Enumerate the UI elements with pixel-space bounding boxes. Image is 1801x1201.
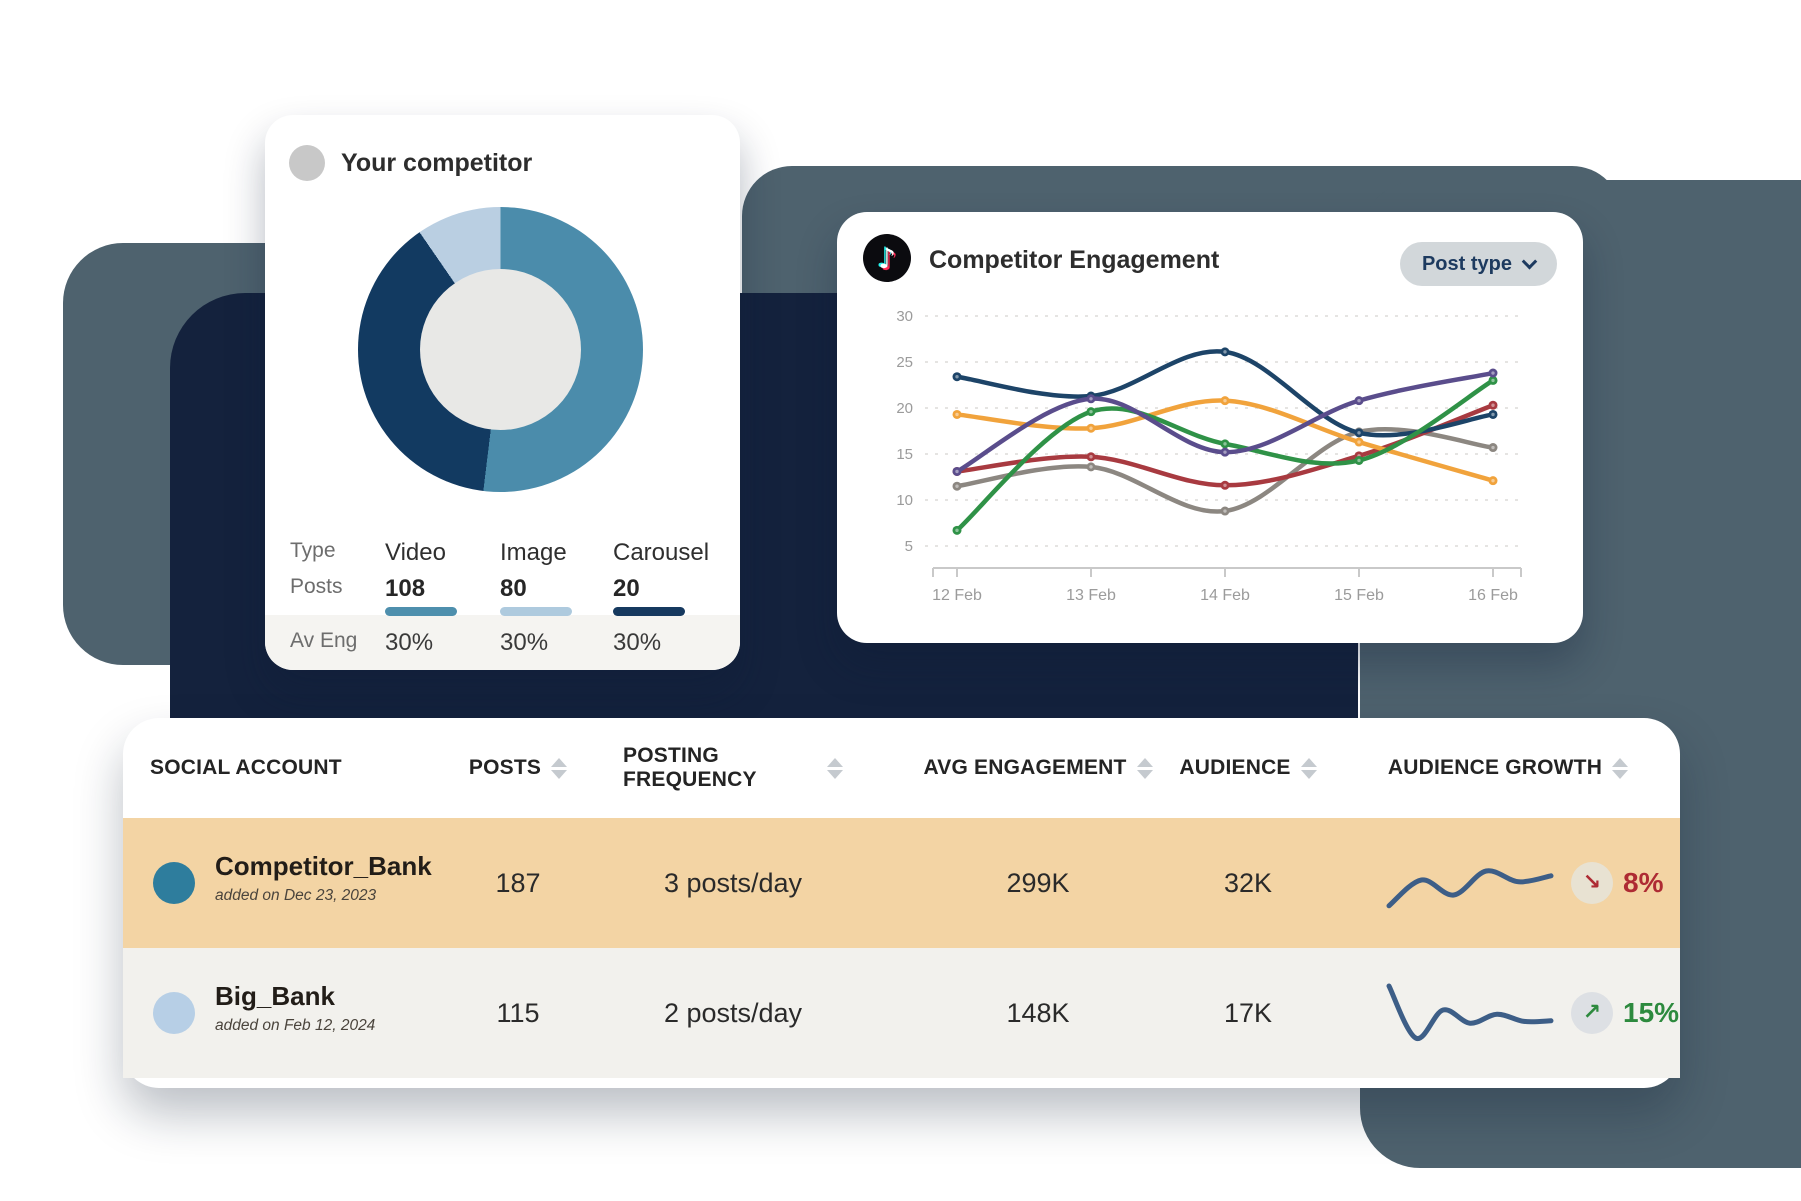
svg-text:13 Feb: 13 Feb [1066, 587, 1116, 604]
cell-posts: 115 [496, 997, 540, 1028]
audience-growth-sparkline [1386, 983, 1554, 1041]
stat-type-carousel: Carousel [613, 539, 710, 566]
stat-aveng-carousel: 30% [613, 629, 662, 656]
growth-direction-badge: ↘ [1571, 862, 1613, 904]
stat-bar-image [500, 607, 572, 616]
audience-growth-sparkline [1386, 868, 1554, 909]
stat-type-image: Image [500, 539, 567, 566]
header-label: AVG ENGAGEMENT [923, 756, 1127, 779]
cell-audience: 32K [1223, 867, 1273, 898]
stat-aveng-image: 30% [500, 629, 549, 656]
cell-posting-frequency: 2 posts/day [663, 997, 803, 1028]
arrow-down-right-icon: ↘ [1582, 870, 1602, 895]
column-header-social-account: SOCIAL ACCOUNT [150, 718, 450, 818]
growth-percentage: 15% [1623, 997, 1680, 1028]
svg-text:15 Feb: 15 Feb [1334, 587, 1384, 604]
svg-text:16 Feb: 16 Feb [1468, 587, 1518, 604]
cell-posting-frequency: 3 posts/day [663, 867, 803, 898]
stat-bar-carousel [613, 607, 685, 616]
account-avatar [153, 862, 195, 904]
accounts-table: SOCIAL ACCOUNT POSTS POSTING FREQUENCY A… [123, 718, 1680, 1088]
donut-hole [420, 269, 581, 430]
avg-engagement-band [265, 615, 740, 670]
tiktok-icon: ♪ [863, 234, 911, 282]
engagement-card: ♪ Competitor Engagement Post type 30 25 20… [837, 212, 1583, 643]
tiktok-note-glyph: ♪ [878, 241, 896, 275]
column-header-audience-growth[interactable]: AUDIENCE GROWTH [1378, 718, 1638, 818]
stat-posts-carousel: 20 [613, 575, 640, 602]
header-label: SOCIAL ACCOUNT [150, 756, 342, 779]
stat-posts-image: 80 [500, 575, 527, 602]
svg-text:12 Feb: 12 Feb [932, 587, 982, 604]
svg-text:14 Feb: 14 Feb [1200, 587, 1250, 604]
svg-text:10: 10 [896, 492, 913, 509]
account-name: Big_Bank [215, 981, 335, 1011]
header-label: AUDIENCE GROWTH [1387, 756, 1603, 779]
svg-text:25: 25 [896, 354, 913, 371]
column-header-posts[interactable]: POSTS [453, 718, 583, 818]
competitor-avatar [289, 145, 325, 181]
cell-posts: 187 [495, 867, 541, 898]
post-type-dropdown[interactable]: Post type [1399, 242, 1557, 286]
account-added-date: added on Dec 23, 2023 [215, 887, 377, 904]
svg-text:20: 20 [896, 400, 913, 417]
header-label: AUDIENCE [1179, 756, 1291, 779]
header-label: POSTING FREQUENCY [623, 744, 757, 791]
cell-audience: 17K [1223, 997, 1273, 1028]
stat-type-video: Video [385, 539, 446, 566]
sort-arrows-icon[interactable] [1136, 757, 1153, 779]
engagement-card-title: Competitor Engagement [929, 246, 1220, 274]
engagement-line-chart: 30 25 20 15 10 5 12 Feb 13 Feb 14 Feb 15 Feb 16 Fe… [896, 308, 1522, 604]
stat-posts-video: 108 [385, 575, 426, 602]
cell-avg-engagement: 148K [1006, 997, 1070, 1028]
competitor-card: Your competitor Type Posts Av Eng Video … [265, 115, 740, 670]
sort-arrows-icon[interactable] [1612, 757, 1629, 779]
stat-bar-video [385, 607, 457, 616]
sort-arrows-icon[interactable] [551, 757, 568, 779]
column-header-posting-frequency[interactable]: POSTING FREQUENCY [623, 718, 843, 818]
account-added-date: added on Feb 12, 2024 [215, 1017, 376, 1034]
stat-label-av-eng: Av Eng [290, 629, 358, 652]
column-header-avg-engagement[interactable]: AVG ENGAGEMENT [913, 718, 1163, 818]
svg-text:5: 5 [905, 538, 913, 555]
account-avatar [153, 992, 195, 1034]
header-label: POSTS [468, 756, 542, 779]
chevron-down-icon [1521, 253, 1538, 269]
table-row-big-bank[interactable]: Big_Bank added on Feb 12, 2024 115 2 pos… [123, 948, 1680, 1078]
stat-label-type: Type [290, 539, 336, 562]
sort-arrows-icon[interactable] [827, 757, 843, 779]
column-header-audience[interactable]: AUDIENCE [1133, 718, 1363, 818]
arrow-up-right-icon: ↗ [1582, 1000, 1602, 1025]
table-row-competitor-bank[interactable]: Competitor_Bank added on Dec 23, 2023 18… [123, 818, 1680, 948]
growth-percentage: 8% [1623, 867, 1664, 898]
stat-aveng-video: 30% [385, 629, 434, 656]
post-type-dropdown-label: Post type [1421, 252, 1512, 275]
competitor-card-title: Your competitor [341, 149, 533, 177]
growth-direction-badge: ↗ [1571, 992, 1613, 1034]
account-name: Competitor_Bank [215, 851, 432, 881]
svg-text:30: 30 [896, 308, 913, 325]
stat-label-posts: Posts [290, 575, 343, 598]
sort-arrows-icon[interactable] [1300, 757, 1317, 779]
svg-text:15: 15 [896, 446, 913, 463]
cell-avg-engagement: 299K [1006, 867, 1070, 898]
